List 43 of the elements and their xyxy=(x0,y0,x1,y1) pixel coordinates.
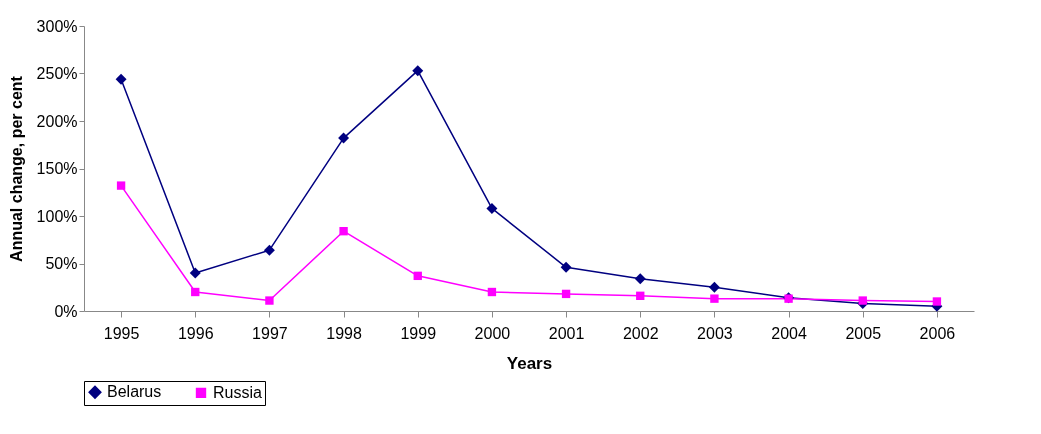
y-tick-label: 150% xyxy=(36,160,78,177)
point xyxy=(561,289,571,299)
x-tick-label: 1999 xyxy=(400,324,437,342)
point xyxy=(189,267,201,279)
legend-label: Russia xyxy=(213,383,263,401)
point xyxy=(413,271,422,281)
y-axis-title: Annual change, per cent xyxy=(7,75,25,262)
x-tick-label: 2002 xyxy=(622,324,659,342)
point xyxy=(710,294,719,303)
point xyxy=(116,181,126,190)
x-tick-label: 1997 xyxy=(252,324,288,342)
x-tick-label: 1996 xyxy=(177,324,214,342)
point xyxy=(412,65,424,77)
y-tick-label: 300% xyxy=(36,17,78,35)
point xyxy=(560,261,572,273)
point xyxy=(487,287,497,297)
x-tick-label: 2000 xyxy=(474,324,511,342)
point xyxy=(339,227,348,236)
y-tick-label: 50% xyxy=(45,255,78,272)
point xyxy=(265,296,274,305)
y-tick-label: 200% xyxy=(36,112,78,130)
point xyxy=(708,281,720,293)
point xyxy=(115,73,127,85)
x-tick-label: 2004 xyxy=(771,324,807,342)
point xyxy=(634,273,646,285)
y-tick-label: 100% xyxy=(36,207,78,225)
y-tick-label: 0% xyxy=(54,302,78,320)
x-tick-label: 1995 xyxy=(103,324,140,342)
x-axis-title: Years xyxy=(506,353,553,373)
point xyxy=(636,291,645,300)
point xyxy=(338,132,350,144)
point xyxy=(486,202,498,214)
x-tick-label: 2001 xyxy=(548,324,585,342)
x-tick-label: 2005 xyxy=(845,324,882,342)
y-tick-label: 250% xyxy=(36,65,78,82)
point xyxy=(263,244,275,256)
point xyxy=(858,296,867,305)
point xyxy=(191,287,200,297)
x-tick-label: 2006 xyxy=(919,324,956,342)
point xyxy=(932,297,942,306)
legend-label: Belarus xyxy=(107,383,162,401)
x-tick-label: 1998 xyxy=(326,324,362,342)
x-tick-label: 2003 xyxy=(697,324,733,342)
